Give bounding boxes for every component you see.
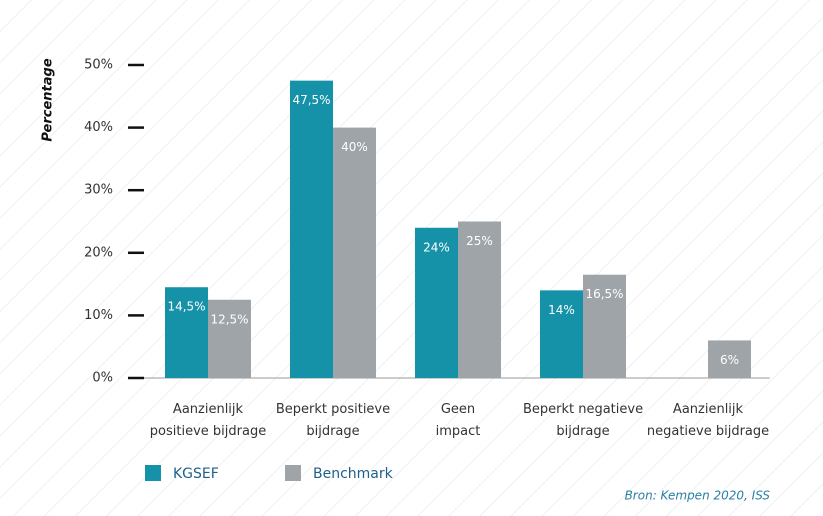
data-label: 12,5%: [210, 312, 248, 326]
legend-label: Benchmark: [313, 466, 394, 482]
y-tick-label: 20%: [84, 245, 113, 260]
bar: [165, 287, 208, 378]
bar: [290, 80, 333, 379]
legend-swatch: [285, 465, 301, 481]
bar: [415, 227, 458, 378]
bar: [333, 127, 376, 378]
y-tick-label: 0%: [92, 371, 113, 386]
data-label: 40%: [341, 140, 368, 154]
y-tick-label: 40%: [84, 120, 113, 135]
data-label: 47,5%: [292, 93, 330, 107]
x-tick-label: Geen impact: [435, 402, 481, 439]
legend-label: KGSEF: [173, 466, 219, 482]
x-tick-label: Aanzienlijk positieve bijdrage: [149, 402, 267, 439]
legend-swatch: [145, 465, 161, 481]
data-label: 14%: [548, 303, 575, 317]
bar: [583, 274, 626, 378]
data-label: 6%: [720, 353, 739, 367]
y-tick-label: 50%: [84, 58, 113, 73]
data-label: 24%: [423, 240, 450, 254]
bar: [540, 290, 583, 378]
x-tick-label: Beperkt negatieve bijdrage: [522, 402, 644, 439]
y-axis-label: Percentage: [41, 58, 56, 141]
y-tick-label: 10%: [84, 308, 113, 323]
y-tick-label: 30%: [84, 183, 113, 198]
bar: [458, 221, 501, 378]
x-tick-label: Beperkt positieve bijdrage: [275, 402, 391, 439]
bar: [208, 299, 251, 378]
data-label: 25%: [466, 234, 493, 248]
bar: [708, 340, 751, 378]
x-tick-label: Aanzienlijk negatieve bijdrage: [646, 402, 770, 439]
source-note: Bron: Kempen 2020, ISS: [625, 489, 771, 503]
data-label: 14,5%: [167, 300, 205, 314]
data-label: 16,5%: [585, 287, 623, 301]
